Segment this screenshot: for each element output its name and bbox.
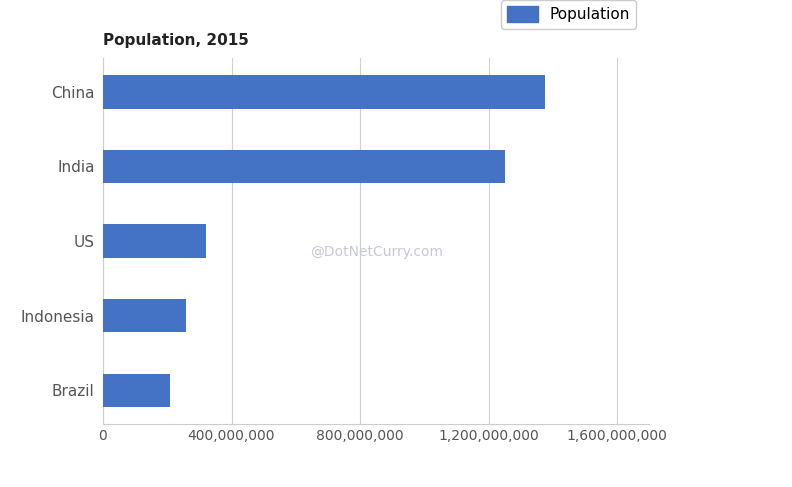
Text: @DotNetCurry.com: @DotNetCurry.com — [310, 245, 443, 259]
Text: Population, 2015: Population, 2015 — [103, 33, 249, 48]
Bar — [103, 374, 169, 407]
Legend: Population: Population — [501, 0, 636, 29]
Bar — [103, 225, 206, 258]
Bar — [103, 299, 186, 333]
Bar — [103, 150, 505, 183]
Bar — [103, 75, 546, 109]
